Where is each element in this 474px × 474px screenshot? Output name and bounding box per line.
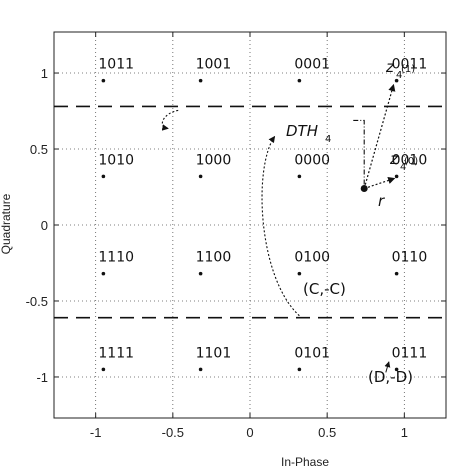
constellation-point (101, 78, 106, 83)
constellation-point (297, 367, 302, 372)
constellation-point (297, 174, 302, 179)
z1-superscript: (1) (401, 64, 415, 75)
c-to-dth-arrow (261, 135, 300, 317)
constellation-point-label: 1010 (98, 152, 134, 168)
constellation-point-label: 0010 (392, 152, 428, 168)
constellation-point-label: 1011 (98, 57, 134, 73)
constellation-point-label: 1001 (196, 57, 232, 73)
constellation-point-label: 0100 (294, 250, 330, 266)
constellation-point (198, 174, 203, 179)
received-point (360, 185, 368, 193)
constellation-point-label: 1100 (196, 250, 232, 266)
y-tick-label: -0.5 (26, 294, 48, 309)
z1-label: z (385, 58, 395, 76)
x-tick-label: -1 (90, 425, 102, 440)
constellation-point-label: 1000 (196, 152, 232, 168)
y-axis-label: Quadrature (0, 193, 13, 254)
constellation-point (394, 78, 399, 83)
y-tick-label: 0 (41, 218, 48, 233)
constellation-point-label: 0001 (294, 57, 330, 73)
constellation-point (101, 367, 106, 372)
constellation-point-label: 1111 (98, 345, 134, 361)
dth-subscript: 4 (325, 134, 331, 145)
received-point-label: r (378, 192, 385, 210)
constellation-point (198, 271, 203, 276)
constellation-point (101, 174, 106, 179)
constellation-point (297, 78, 302, 83)
d-point-label: (D,-D) (368, 368, 413, 386)
x-axis-label: In-Phase (281, 455, 329, 469)
constellation-point-label: 0101 (294, 345, 330, 361)
constellation-point-label: 1101 (196, 345, 232, 361)
z0-label: z (389, 150, 399, 168)
constellation-point-label: 0011 (392, 57, 428, 73)
constellation-point (198, 367, 203, 372)
z1-subscript: 4 (396, 70, 402, 81)
constellation-point-label: 0110 (392, 250, 428, 266)
constellation-point-label: 1110 (98, 250, 134, 266)
constellation-point (394, 271, 399, 276)
x-tick-label: 0.5 (318, 425, 336, 440)
constellation-point-label: 0111 (392, 345, 428, 361)
y-tick-label: -1 (36, 370, 48, 385)
constellation-point (198, 78, 203, 83)
x-tick-label: -0.5 (162, 425, 184, 440)
constellation-point (101, 271, 106, 276)
constellation-point-label: 0000 (294, 152, 330, 168)
c-point-label: (C,-C) (303, 280, 346, 298)
x-tick-label: 1 (401, 425, 408, 440)
dth-label: DTH (286, 122, 318, 140)
constellation-point (297, 271, 302, 276)
z0-superscript: (0) (404, 156, 418, 167)
x-tick-label: 0 (246, 425, 253, 440)
vector-to-z0 (364, 177, 396, 190)
constellation-point (394, 174, 399, 179)
dth-distance-marker (352, 119, 365, 185)
constellation-point (394, 367, 399, 372)
y-tick-label: 1 (41, 66, 48, 81)
d-point-arrow (384, 361, 391, 373)
z0-annotation: z 4 (0) (389, 150, 418, 173)
vector-to-z1 (363, 83, 396, 189)
y-tick-label: 0.5 (30, 142, 48, 157)
dth-annotation: DTH 4 (286, 122, 331, 145)
z1-annotation: z 4 (1) (385, 58, 415, 81)
z0-subscript: 4 (400, 162, 406, 173)
dth-curve-arrow (161, 109, 179, 131)
